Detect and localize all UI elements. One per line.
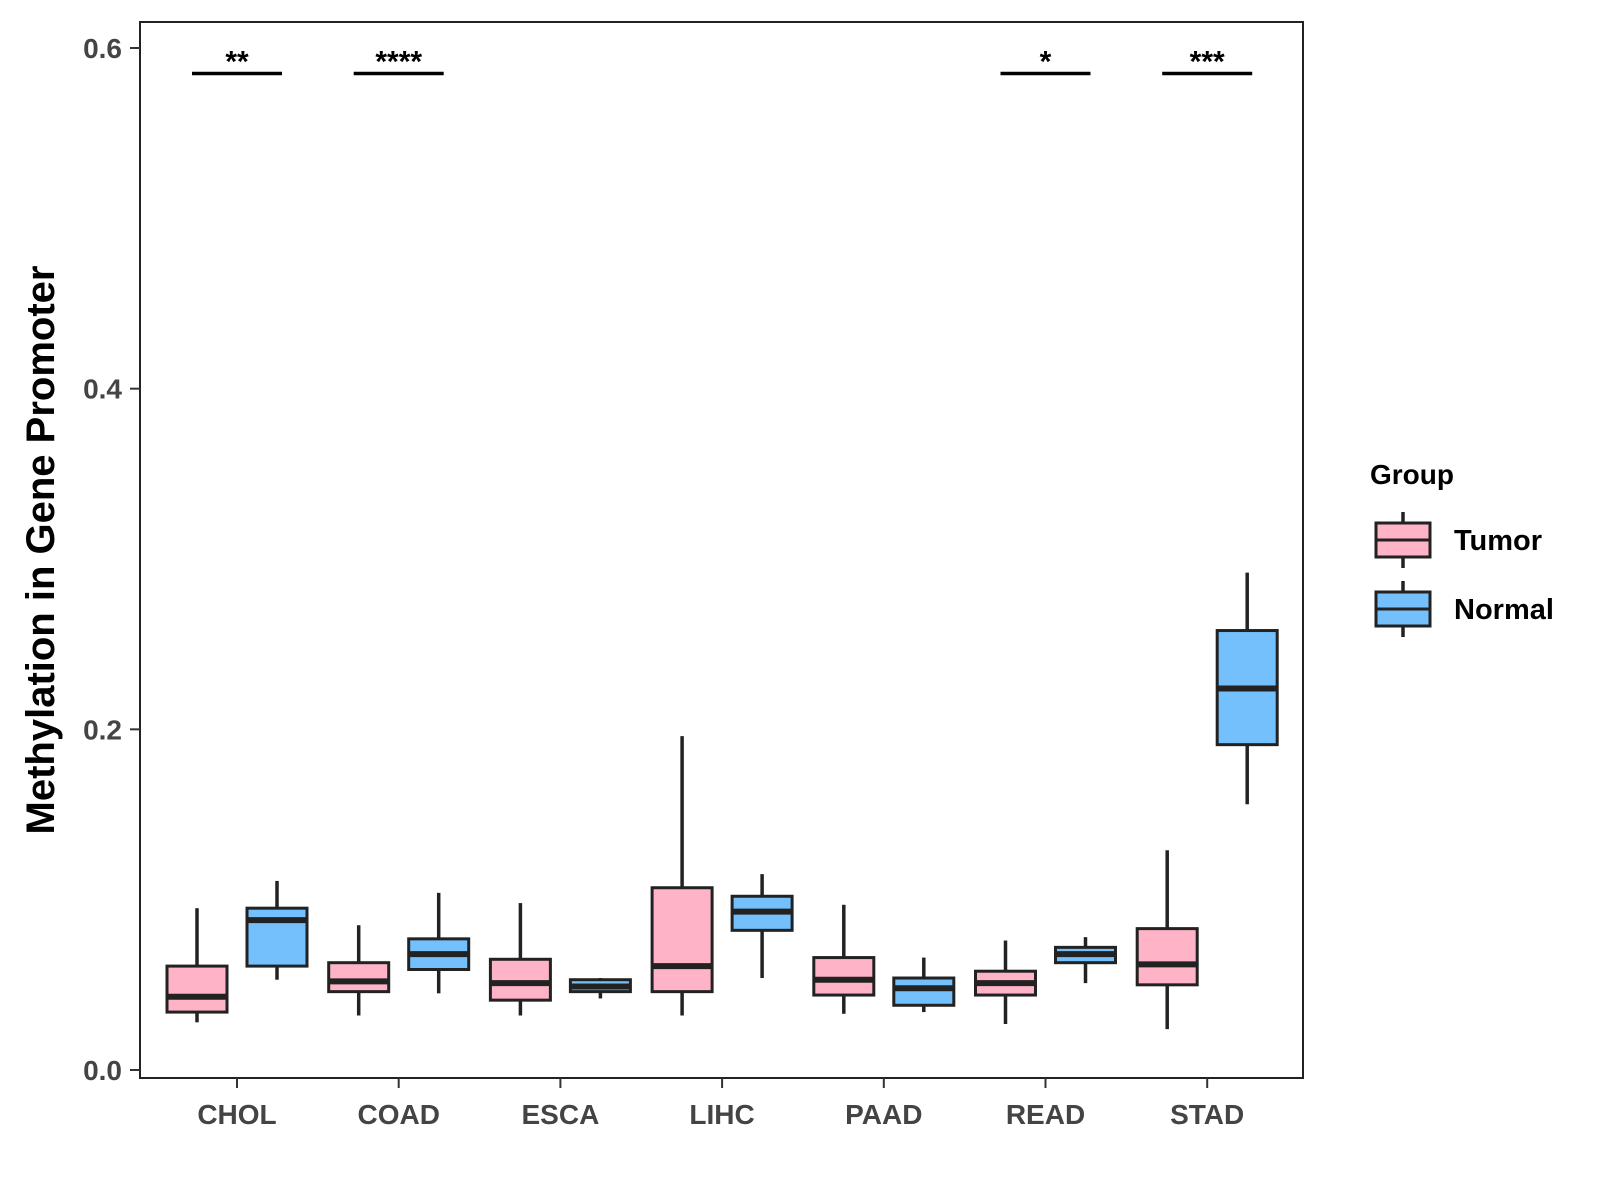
box-tumor-read <box>974 940 1037 1025</box>
y-tick-label: 0.6 <box>83 33 122 64</box>
legend-title: Group <box>1370 459 1454 490</box>
x-tick-label-read: READ <box>1006 1099 1085 1130</box>
box-normal-coad <box>407 892 471 994</box>
boxes <box>165 572 1279 1030</box>
x-tick-label-chol: CHOL <box>197 1099 276 1130</box>
box-body <box>245 906 309 968</box>
y-axis: 0.0 0.2 0.4 0.6 <box>83 33 140 1086</box>
legend-entry-tumor: Tumor <box>1374 512 1542 568</box>
legend: Group Tumor Normal <box>1370 459 1554 637</box>
box-tumor-stad <box>1135 850 1199 1030</box>
plot-panel <box>139 21 1304 1079</box>
sig-label-read: * <box>1040 46 1052 79</box>
box-normal-esca <box>568 978 632 999</box>
y-axis-title: Methylation in Gene Promoter <box>19 266 63 835</box>
box-body <box>165 964 229 1014</box>
sig-label-coad: **** <box>375 46 422 79</box>
x-tick-label-lihc: LIHC <box>689 1099 754 1130</box>
x-tick-label-stad: STAD <box>1170 1099 1244 1130</box>
sig-label-stad: *** <box>1190 46 1225 79</box>
x-tick-label-esca: ESCA <box>522 1099 600 1130</box>
y-tick-label: 0.2 <box>83 714 122 745</box>
box-body <box>1135 927 1199 987</box>
box-tumor-lihc <box>650 736 714 1016</box>
x-tick-label-paad: PAAD <box>845 1099 922 1130</box>
box-normal-chol <box>245 880 309 980</box>
box-normal-paad <box>892 957 956 1013</box>
y-tick-label: 0.4 <box>83 374 122 405</box>
box-body <box>812 956 876 997</box>
significance-annotations: ** **** * *** <box>192 46 1253 79</box>
x-axis: CHOL COAD ESCA LIHC PAAD READ STAD <box>197 1078 1244 1130</box>
box-tumor-coad <box>327 925 391 1016</box>
box-tumor-esca <box>488 903 552 1016</box>
box-tumor-chol <box>165 908 229 1023</box>
sig-label-chol: ** <box>225 46 249 79</box>
box-body <box>650 886 714 994</box>
box-body <box>327 961 391 994</box>
x-tick-label-coad: COAD <box>357 1099 439 1130</box>
legend-entry-normal: Normal <box>1374 581 1554 637</box>
box-tumor-paad <box>812 904 876 1014</box>
box-normal-stad <box>1215 572 1279 805</box>
box-body <box>892 976 956 1007</box>
box-normal-lihc <box>730 874 794 979</box>
legend-label-normal: Normal <box>1454 594 1554 626</box>
y-tick-label: 0.0 <box>83 1055 122 1086</box>
legend-label-tumor: Tumor <box>1454 525 1542 557</box>
box-normal-read <box>1054 937 1117 984</box>
box-body <box>488 957 552 1002</box>
